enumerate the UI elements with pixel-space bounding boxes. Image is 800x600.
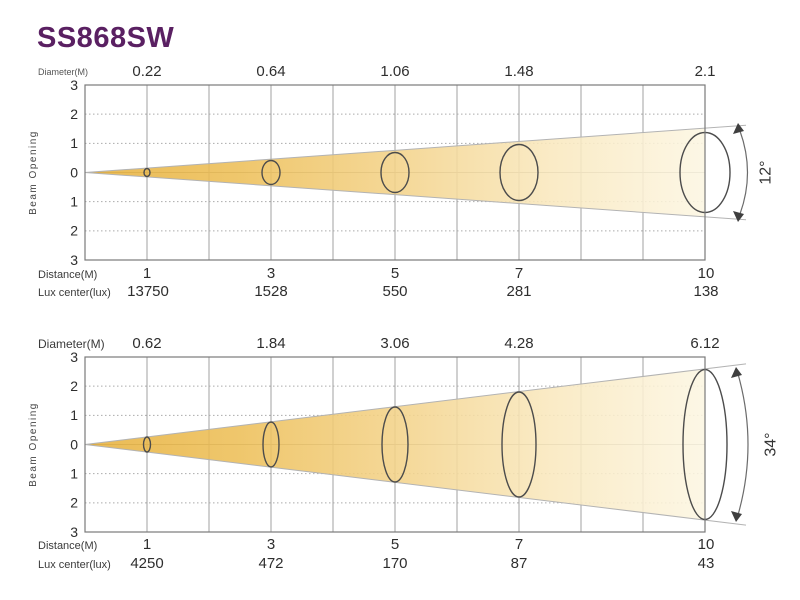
lux-value: 43: [698, 555, 715, 572]
beam-angle-annotation: 12°: [733, 123, 775, 222]
distance-value: 1: [143, 265, 151, 282]
diameter-value: 0.64: [256, 63, 285, 80]
diameter-value: 1.06: [380, 63, 409, 80]
beam-ellipse: [143, 167, 151, 178]
plot-border: [84, 356, 706, 533]
y-axis-title: Beam Opening: [28, 402, 39, 487]
arrow-head-up-icon: [733, 123, 744, 134]
distance-value: 10: [698, 536, 715, 553]
beam-ellipse: [499, 143, 539, 202]
y-tick-label: 3: [70, 77, 78, 93]
beam-angle-label: 12°: [758, 160, 775, 184]
diameter-value: 6.12: [690, 335, 719, 352]
lux-value: 472: [258, 555, 283, 572]
y-tick-label: 2: [70, 106, 78, 122]
lux-value: 87: [511, 555, 528, 572]
lux-value: 170: [382, 555, 407, 572]
diameter-value: 1.48: [504, 63, 533, 80]
arrow-head-down-icon: [731, 511, 742, 522]
beam-ellipse: [501, 391, 537, 498]
y-tick-label: 2: [70, 495, 78, 511]
arrow-head-up-icon: [731, 367, 742, 378]
beam-chart-34deg: Diameter(M) 0.62 1.84 3.06 4.28 6.12: [28, 335, 780, 572]
diameter-value: 3.06: [380, 335, 409, 352]
distance-value: 7: [515, 536, 523, 553]
diameter-value: 0.62: [132, 335, 161, 352]
beam-cone-fill: [85, 369, 705, 520]
page-title: SS868SW: [37, 22, 175, 54]
lux-row-label: Lux center(lux): [38, 287, 111, 299]
diameter-value: 2.1: [695, 63, 716, 80]
diameter-row-label: Diameter(M): [38, 67, 88, 77]
beam-cone-outline: [84, 124, 747, 221]
y-tick-label: 3: [70, 524, 78, 540]
beam-ellipse: [262, 421, 280, 468]
distance-value: 5: [391, 536, 399, 553]
angle-arrow-arc: [739, 130, 749, 215]
beam-cone-fill: [85, 128, 705, 217]
y-tick-label: 3: [70, 349, 78, 365]
beam-ellipse: [142, 436, 152, 453]
diameter-value: 4.28: [504, 335, 533, 352]
beam-ellipse: [261, 159, 281, 186]
y-tick-label: 0: [70, 164, 78, 180]
beam-angle-label: 34°: [763, 432, 780, 456]
distance-row-label: Distance(M): [38, 269, 97, 281]
y-tick-label: 1: [70, 466, 78, 482]
y-tick-label: 1: [70, 135, 78, 151]
y-axis-ticks: 3 2 1 0 1 2 3: [70, 77, 78, 268]
distance-value: 5: [391, 265, 399, 282]
diameter-value: 1.84: [256, 335, 285, 352]
lux-value: 550: [382, 283, 407, 300]
plot-border: [84, 84, 706, 261]
distance-row-label: Distance(M): [38, 540, 97, 552]
beam-angle-annotation: 34°: [731, 367, 780, 522]
beam-chart-12deg: Diameter(M) 0.22 0.64 1.06 1.48 2.1: [28, 63, 775, 300]
beam-cone-outline: [84, 363, 747, 526]
y-axis-title: Beam Opening: [28, 130, 39, 215]
distance-value: 1: [143, 536, 151, 553]
diameter-value: 0.22: [132, 63, 161, 80]
distance-value: 3: [267, 536, 275, 553]
y-tick-label: 0: [70, 436, 78, 452]
y-tick-label: 2: [70, 378, 78, 394]
y-tick-label: 1: [70, 407, 78, 423]
lux-value: 138: [693, 283, 718, 300]
lux-value: 4250: [130, 555, 163, 572]
y-axis-ticks: 3 2 1 0 1 2 3: [70, 349, 78, 540]
y-tick-label: 1: [70, 194, 78, 210]
y-tick-label: 3: [70, 252, 78, 268]
distance-value: 7: [515, 265, 523, 282]
arrow-head-down-icon: [733, 211, 744, 222]
lux-value: 281: [506, 283, 531, 300]
y-tick-label: 2: [70, 223, 78, 239]
beam-ellipse: [381, 406, 409, 483]
distance-value: 3: [267, 265, 275, 282]
distance-value: 10: [698, 265, 715, 282]
lux-row-label: Lux center(lux): [38, 559, 111, 571]
beam-ellipse: [380, 151, 410, 194]
angle-arrow-arc: [737, 373, 749, 516]
diameter-row-label: Diameter(M): [38, 337, 105, 351]
lux-value: 1528: [254, 283, 287, 300]
lux-value: 13750: [127, 283, 169, 300]
